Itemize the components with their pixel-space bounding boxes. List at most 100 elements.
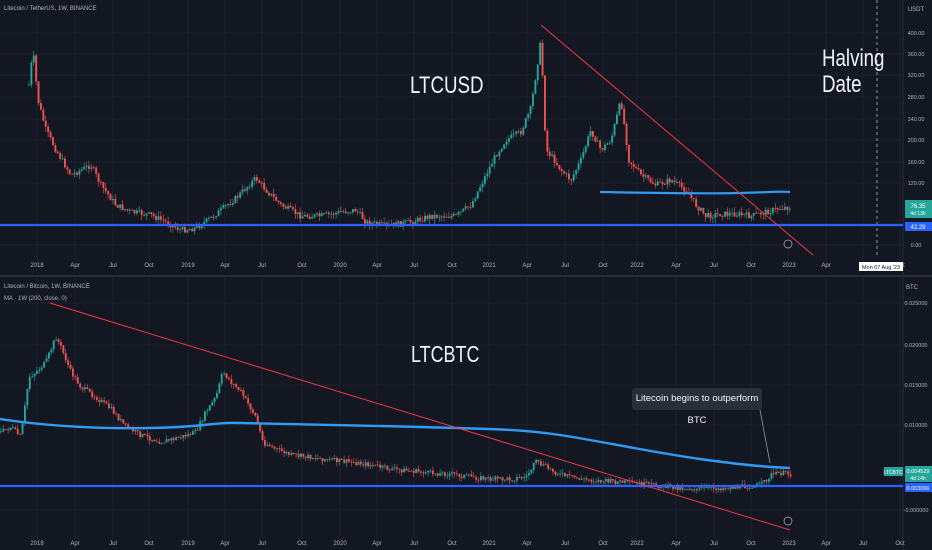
- bot-candle: [304, 456, 307, 459]
- bot-candle: [444, 472, 446, 476]
- top-candle: [690, 194, 693, 198]
- top-candle: [630, 162, 633, 165]
- top-price-badge-text: 76.35: [910, 204, 926, 210]
- top-candle: [652, 182, 654, 184]
- top-candle: [368, 220, 371, 226]
- bot-candle: [237, 387, 240, 391]
- bot-candle: [372, 465, 374, 466]
- top-candle: [582, 152, 585, 158]
- top-candle: [28, 84, 30, 86]
- bot-candle: [465, 474, 468, 476]
- top-candle: [102, 182, 105, 188]
- top-candle: [54, 145, 57, 152]
- top-time-label: Apr: [70, 263, 79, 269]
- top-legend: Litecoin / TetherUS, 1W, BINANCE: [4, 6, 97, 12]
- top-candle: [544, 75, 546, 131]
- bot-candle: [525, 475, 528, 478]
- bot-candle: [472, 476, 475, 478]
- top-candle: [628, 144, 630, 163]
- top-candle: [697, 206, 700, 211]
- top-candle: [248, 186, 251, 188]
- top-price-tick: 120.00: [908, 181, 925, 187]
- top-candle: [750, 215, 753, 219]
- top-candle: [704, 213, 707, 217]
- top-candle: [685, 191, 688, 193]
- bot-candle: [415, 469, 418, 473]
- top-candle: [366, 220, 369, 224]
- pane-divider[interactable]: [0, 275, 932, 277]
- bot-candle: [278, 448, 281, 450]
- top-candle: [623, 108, 626, 124]
- ltcusd-chart-pane[interactable]: 2018 Apr Jul Oct 2019 Apr Jul Oct 2020 Apr Jul Oct 2…: [0, 0, 932, 275]
- top-candle: [90, 167, 93, 169]
- bot-time-label: 2019: [181, 541, 195, 547]
- ltcbtc-chart-pane[interactable]: 2018 Apr Jul Oct 2019 Apr Jul Oct 2020 Apr Jul Oct 2…: [0, 277, 932, 550]
- bot-candle: [38, 369, 41, 371]
- top-candle: [109, 194, 112, 201]
- bot-candle: [484, 477, 487, 480]
- top-candle: [512, 133, 515, 135]
- bot-candle: [55, 339, 58, 341]
- bot-candle: [597, 479, 600, 482]
- top-time-label: 2022: [630, 263, 644, 269]
- top-candle: [553, 154, 556, 163]
- bot-candle: [141, 433, 144, 437]
- top-candle: [647, 175, 650, 179]
- bot-candle: [300, 453, 302, 457]
- bot-candle: [451, 472, 454, 474]
- top-candle: [373, 221, 376, 223]
- top-candle: [637, 168, 640, 170]
- top-time-label: Jul: [710, 263, 718, 269]
- top-candle: [116, 205, 119, 208]
- bot-time-label: Apr: [372, 541, 381, 547]
- ltcbtc-chart-svg[interactable]: 2018 Apr Jul Oct 2019 Apr Jul Oct 2020 Apr Jul Oct 2…: [0, 277, 932, 550]
- bot-candle: [16, 428, 19, 434]
- top-candle: [416, 217, 419, 222]
- top-price-tick: 360.00: [908, 52, 925, 58]
- top-candle: [76, 172, 78, 175]
- top-candle: [100, 181, 102, 183]
- bot-time-label: 2020: [333, 541, 347, 547]
- bot-candle: [607, 479, 610, 483]
- bot-candle: [76, 377, 79, 384]
- top-candle: [344, 211, 347, 214]
- top-candle: [119, 204, 122, 208]
- bot-candle: [74, 376, 77, 378]
- bot-candle: [398, 468, 401, 470]
- bot-candle: [148, 436, 151, 441]
- top-candle: [577, 163, 580, 170]
- bot-candle: [578, 478, 581, 480]
- bot-candle: [468, 474, 470, 476]
- bot-candle: [81, 387, 84, 390]
- bot-candle: [566, 474, 569, 477]
- bot-candle: [540, 461, 542, 466]
- top-candle: [556, 162, 558, 166]
- bot-candle: [492, 479, 494, 481]
- bot-candle: [350, 461, 353, 463]
- bot-candle: [24, 405, 26, 424]
- ltcusd-chart-svg[interactable]: 2018 Apr Jul Oct 2019 Apr Jul Oct 2020 Apr Jul Oct 2…: [0, 0, 932, 275]
- top-candle: [236, 195, 239, 198]
- top-candle: [692, 197, 695, 200]
- top-candle: [460, 211, 462, 213]
- top-candle: [491, 163, 494, 167]
- top-candle: [769, 212, 772, 215]
- top-candle: [592, 131, 594, 137]
- bot-candle: [72, 368, 74, 377]
- bot-candle: [400, 469, 403, 473]
- bot-time-label: 2018: [30, 541, 44, 547]
- top-candle: [287, 205, 290, 209]
- top-candle: [174, 225, 177, 228]
- top-candle: [191, 228, 194, 232]
- top-candle: [73, 172, 76, 175]
- bot-candle: [456, 473, 458, 475]
- bot-candle: [151, 439, 154, 441]
- bot-candle: [254, 412, 257, 416]
- top-candle: [308, 216, 311, 219]
- ma-legend: MA · 1W (200, close, 0): [4, 296, 67, 302]
- top-candle: [275, 196, 278, 201]
- top-candle: [385, 222, 388, 225]
- top-candle: [196, 225, 198, 228]
- top-candle: [503, 144, 506, 149]
- bot-candle: [19, 433, 22, 435]
